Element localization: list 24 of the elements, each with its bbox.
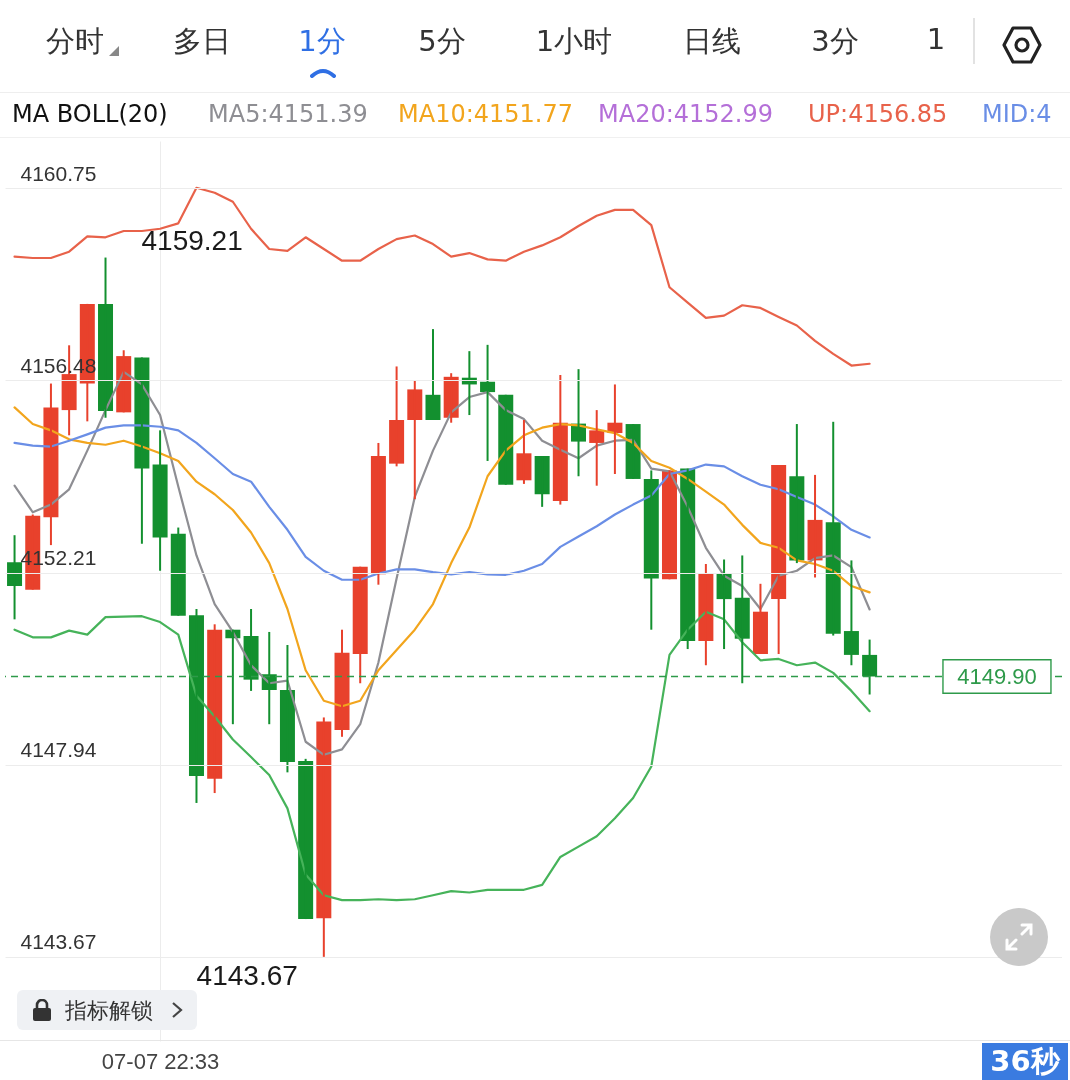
text: 1 xyxy=(926,22,946,56)
text: MA10:4151.77 xyxy=(398,100,573,128)
y-tick-label: 4147.94 xyxy=(20,738,97,762)
text: MA BOLL(20) xyxy=(12,100,168,128)
annotation: 指标解锁 xyxy=(65,997,153,1025)
y-tick-label: 4143.67 xyxy=(20,930,97,954)
ref-line-label: 4149.90 xyxy=(957,663,1037,689)
x-tick-label: 07-07 22:33 xyxy=(101,1048,220,1074)
annotation: 4143.67 xyxy=(196,959,298,991)
text: 1小时 xyxy=(535,23,613,60)
text: 分时 xyxy=(46,23,104,60)
text: 36秒 xyxy=(982,1043,1068,1080)
text: MID:4 xyxy=(982,100,1052,128)
y-tick-label: 4160.75 xyxy=(20,161,97,185)
text: 多日 xyxy=(173,23,231,60)
text: MA5:4151.39 xyxy=(208,100,368,128)
text: 日线 xyxy=(683,23,741,60)
text: MA20:4152.99 xyxy=(598,100,773,128)
unlock-button: 指标解锁 xyxy=(17,990,197,1030)
text: 1分 xyxy=(298,23,346,60)
text: 5分 xyxy=(418,23,466,60)
text: UP:4156.85 xyxy=(808,100,948,128)
text: 3分 xyxy=(811,23,859,60)
annotation: 4159.21 xyxy=(141,224,243,256)
